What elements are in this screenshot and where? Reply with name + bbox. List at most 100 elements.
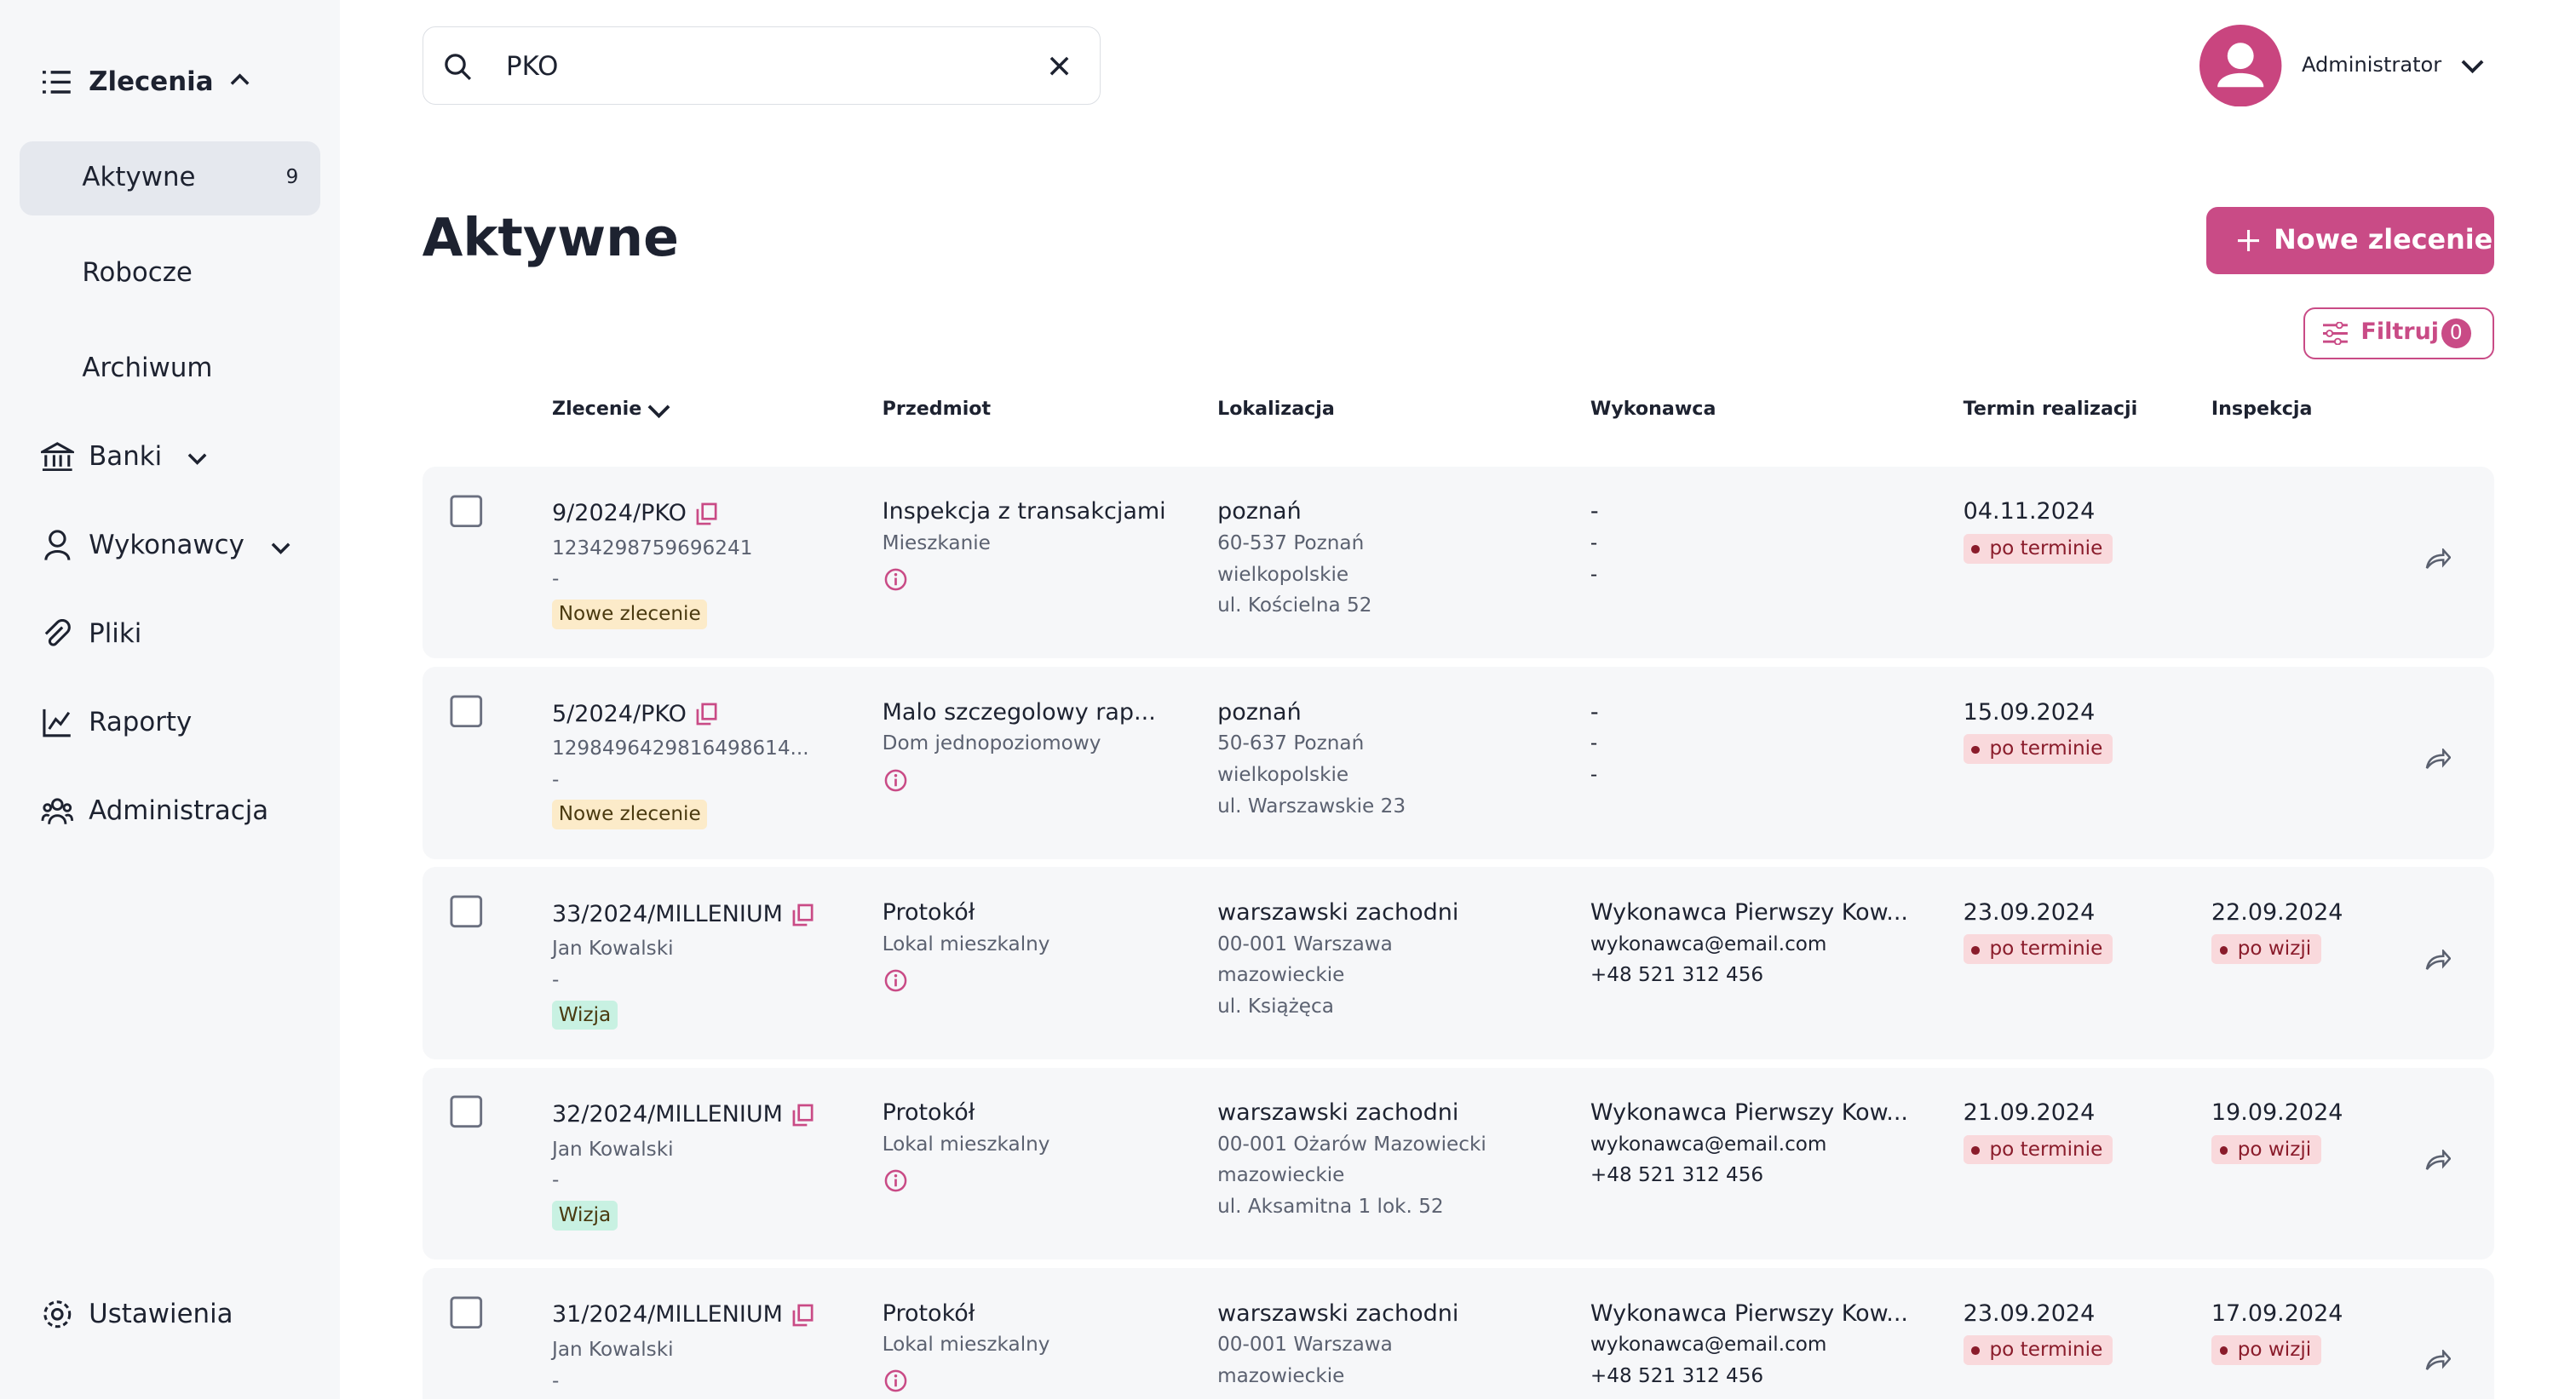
filter-icon xyxy=(2323,322,2348,345)
nav-link[interactable]: Administracja xyxy=(89,795,269,827)
order-id: 31/2024/MILLENIUM xyxy=(552,1301,783,1328)
avatar[interactable] xyxy=(2199,24,2282,107)
copy-icon[interactable] xyxy=(696,703,717,726)
contractor-line: +48 521 312 456 xyxy=(1590,1364,1764,1387)
nav-group[interactable]: Banki xyxy=(89,440,163,472)
order-id: 33/2024/MILLENIUM xyxy=(552,900,783,927)
location-line: 50-637 Poznań xyxy=(1217,732,1365,755)
share-icon[interactable] xyxy=(2425,749,2452,770)
nav-count: 9 xyxy=(285,165,299,188)
deadline: 23.09.2024 xyxy=(1963,1300,2096,1327)
checkbox[interactable] xyxy=(450,695,483,728)
copy-icon[interactable] xyxy=(792,904,814,927)
nav-item[interactable]: Aktywne xyxy=(82,162,196,192)
nav-link[interactable]: Raporty xyxy=(89,707,193,738)
team-icon xyxy=(41,798,74,825)
order-number: Jan Kowalski xyxy=(552,1138,674,1161)
info-icon xyxy=(884,1169,906,1192)
chevron-down xyxy=(187,453,207,466)
filter-button[interactable] xyxy=(2303,307,2494,360)
info-icon xyxy=(884,568,906,591)
chevron-down[interactable] xyxy=(2461,58,2484,74)
contractor-line: - xyxy=(1590,563,1598,586)
checkbox[interactable] xyxy=(450,494,483,528)
order-dash: - xyxy=(552,1369,560,1392)
deadline: 21.09.2024 xyxy=(1963,1099,2096,1127)
nav-item[interactable]: Robocze xyxy=(82,256,193,288)
order-dash: - xyxy=(552,968,560,991)
order-number: Jan Kowalski xyxy=(552,1338,674,1361)
settings-link[interactable]: Ustawienia xyxy=(89,1298,233,1329)
nav-group[interactable]: Wykonawcy xyxy=(89,530,244,560)
location-line: poznań xyxy=(1217,698,1302,726)
subject: Protokół xyxy=(882,1099,975,1127)
chevron-up xyxy=(230,73,250,85)
share-icon[interactable] xyxy=(2425,949,2452,971)
share-icon[interactable] xyxy=(2425,548,2452,570)
chevron-down xyxy=(271,542,290,554)
search-box[interactable] xyxy=(422,26,1101,106)
plus-icon xyxy=(2237,230,2259,252)
order-tag: Nowe zlecenie xyxy=(552,599,708,629)
user-name[interactable]: Administrator xyxy=(2301,52,2442,77)
order-id: 9/2024/PKO xyxy=(552,500,687,527)
info-icon xyxy=(884,769,906,791)
location-line: mazowieckie xyxy=(1217,1364,1345,1387)
share-icon[interactable] xyxy=(2425,1150,2452,1171)
deadline-status: po terminie xyxy=(1963,934,2113,965)
copy-icon[interactable] xyxy=(696,502,717,525)
nav-link[interactable]: Pliki xyxy=(89,618,142,650)
nav-item[interactable]: Archiwum xyxy=(82,352,213,383)
checkbox[interactable] xyxy=(450,1095,483,1128)
copy-icon[interactable] xyxy=(792,1304,814,1327)
location-line: 00-001 Warszawa xyxy=(1217,1334,1393,1357)
order-number: Jan Kowalski xyxy=(552,938,674,961)
contractor-line: wykonawca@email.com xyxy=(1590,1133,1827,1156)
gear-icon xyxy=(43,1300,72,1328)
deadline: 04.11.2024 xyxy=(1963,498,2096,525)
location-line: poznań xyxy=(1217,498,1302,525)
sort-icon[interactable] xyxy=(647,403,670,419)
contractor-line: wykonawca@email.com xyxy=(1590,1334,1827,1357)
contractor-line: - xyxy=(1590,498,1599,525)
user-icon xyxy=(44,530,71,560)
checkbox[interactable] xyxy=(450,1296,483,1329)
order-tag: Wizja xyxy=(552,1200,618,1231)
subject-type: Mieszkanie xyxy=(882,531,991,554)
chart-icon xyxy=(43,709,71,737)
contractor-line: - xyxy=(1590,732,1598,755)
new-button-label[interactable]: Nowe zlecenie xyxy=(2274,223,2493,256)
location-line: wielkopolskie xyxy=(1217,763,1349,786)
contractor-line: Wykonawca Pierwszy Kow... xyxy=(1590,1300,1908,1327)
nav-section[interactable]: Zlecenia xyxy=(89,66,214,98)
filter-label[interactable]: Filtruj xyxy=(2360,318,2440,346)
location-line: warszawski zachodni xyxy=(1217,1099,1459,1127)
deadline-status: po terminie xyxy=(1963,1334,2113,1365)
order-id: 32/2024/MILLENIUM xyxy=(552,1101,783,1128)
table-row: 9/2024/PKO 1234298759696241 - Nowe zlecenie… xyxy=(422,466,2494,659)
deadline: 15.09.2024 xyxy=(1963,698,2096,726)
checkbox[interactable] xyxy=(450,895,483,928)
location-line: warszawski zachodni xyxy=(1217,898,1459,926)
column-header: Termin realizacji xyxy=(1963,397,2138,420)
subject: Inspekcja z transakcjami xyxy=(882,498,1166,525)
inspection: 17.09.2024 xyxy=(2211,1300,2343,1327)
share-icon[interactable] xyxy=(2425,1350,2452,1371)
contractor-line: +48 521 312 456 xyxy=(1590,1164,1764,1187)
subject-type: Lokal mieszkalny xyxy=(882,1133,1050,1156)
contractor-line: - xyxy=(1590,531,1598,554)
location-line: 00-001 Warszawa xyxy=(1217,932,1393,955)
subject-type: Lokal mieszkalny xyxy=(882,932,1050,955)
location-line: mazowieckie xyxy=(1217,1164,1345,1187)
search-text[interactable]: PKO xyxy=(506,50,559,82)
copy-icon[interactable] xyxy=(792,1104,814,1127)
order-tag: Nowe zlecenie xyxy=(552,800,708,829)
clear-icon[interactable] xyxy=(1049,56,1069,76)
subject-type: Dom jednopoziomowy xyxy=(882,732,1101,755)
table-row: 31/2024/MILLENIUM Jan Kowalski - Protokół Lo… xyxy=(422,1267,2494,1400)
list-icon xyxy=(43,71,71,94)
info-icon xyxy=(884,969,906,992)
inspection-status: po wizji xyxy=(2211,934,2321,965)
table-row: 33/2024/MILLENIUM Jan Kowalski - Wizja Proto… xyxy=(422,867,2494,1059)
